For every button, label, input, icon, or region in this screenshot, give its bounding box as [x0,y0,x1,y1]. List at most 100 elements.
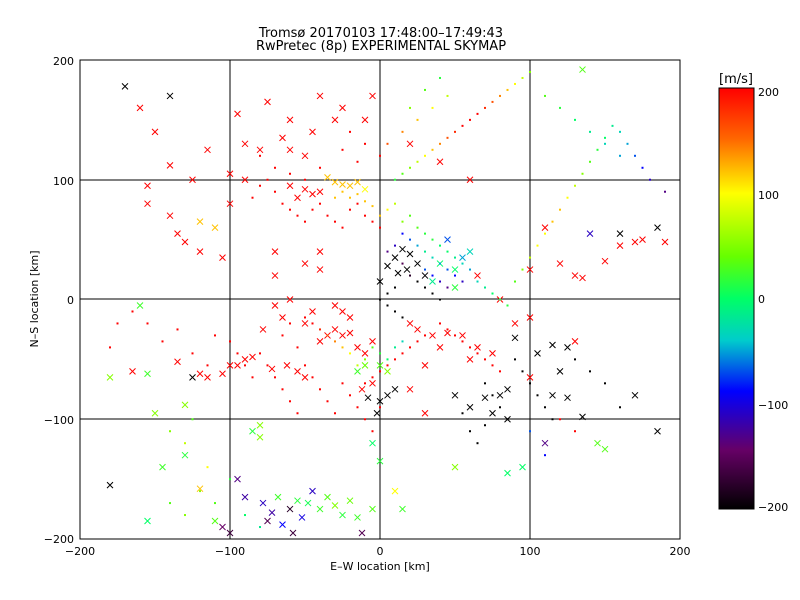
scatter-x-marker [399,505,406,513]
scatter-x-marker [616,242,624,249]
scatter-dot-marker [191,418,194,421]
scatter-dot-marker [581,172,584,175]
scatter-dot-marker [634,154,636,157]
scatter-x-marker [474,272,481,279]
scatter-x-marker [264,517,271,525]
scatter-dot-marker [259,352,261,355]
scatter-x-marker [399,245,406,253]
scatter-x-marker [511,320,519,327]
scatter-dot-marker [424,334,426,337]
scatter-dot-marker [409,166,411,169]
scatter-x-marker [369,439,376,447]
scatter-dot-marker [394,310,396,313]
scatter-dot-marker [506,418,509,421]
scatter-dot-marker [454,274,456,277]
scatter-dot-marker [311,208,314,211]
scatter-dot-marker [379,352,381,355]
scatter-x-marker [324,493,331,501]
scatter-dot-marker [364,418,366,421]
scatter-x-marker [601,257,609,265]
scatter-x-marker [189,373,196,381]
scatter-x-marker [346,314,354,321]
scatter-x-marker [354,178,361,186]
scatter-x-marker [586,230,594,237]
scatter-x-marker [301,320,309,327]
scatter-x-marker [196,248,204,255]
scatter-dot-marker [281,202,284,205]
scatter-dot-marker [371,376,374,379]
scatter-x-marker [354,344,361,351]
scatter-dot-marker [334,220,336,223]
scatter-x-marker [481,394,489,402]
scatter-x-marker [466,356,474,363]
scatter-x-marker [526,314,534,321]
scatter-dot-marker [274,166,276,169]
scatter-dot-marker [206,466,209,469]
scatter-x-marker [376,397,384,405]
scatter-dot-marker [191,352,194,355]
scatter-x-marker [309,308,316,315]
scatter-dot-marker [619,154,621,157]
scatter-dot-marker [379,370,381,373]
scatter-dot-marker [536,394,539,397]
scatter-x-marker [369,379,376,387]
scatter-dot-marker [506,304,509,307]
scatter-x-marker [504,469,511,477]
scatter-dot-marker [431,292,434,295]
scatter-x-marker [234,110,241,118]
scatter-x-marker [339,181,346,188]
scatter-dot-marker [296,346,299,349]
scatter-x-marker [181,401,189,409]
scatter-dot-marker [386,142,389,145]
scatter-x-marker [249,427,256,435]
scatter-x-marker [274,493,282,501]
scatter-dot-marker [326,334,329,337]
scatter-x-marker [151,128,159,136]
scatter-dot-marker [604,136,606,139]
scatter-dot-marker [311,376,314,379]
scatter-dot-marker [431,148,434,151]
scatter-dot-marker [574,358,576,361]
scatter-dot-marker [206,364,209,367]
scatter-x-marker [414,326,421,333]
scatter-x-marker [451,391,459,399]
scatter-x-marker [556,367,564,375]
chart-subtitle: RwPretec (8p) EXPERIMENTAL SKYMAP [256,39,506,54]
scatter-x-marker [358,385,366,393]
scatter-x-marker [459,254,466,261]
scatter-x-marker [631,238,639,246]
scatter-dot-marker [259,154,261,157]
scatter-x-marker [391,385,399,393]
scatter-x-marker [436,344,444,351]
scatter-dot-marker [341,382,344,385]
scatter-dot-marker [401,232,404,235]
scatter-x-marker [549,391,556,399]
scatter-dot-marker [559,208,561,211]
scatter-dot-marker [506,88,509,91]
scatter-dot-marker [394,358,396,361]
scatter-x-marker [174,230,181,237]
scatter-x-marker [639,236,646,243]
scatter-x-marker [256,146,264,154]
scatter-dot-marker [401,262,404,265]
scatter-x-marker [391,487,399,495]
scatter-dot-marker [589,370,591,373]
colorbar-tick-label: 0 [758,293,765,306]
scatter-x-marker [331,326,339,333]
scatter-dot-marker [386,304,389,307]
scatter-dot-marker [394,286,396,289]
scatter-dot-marker [394,346,396,349]
scatter-x-marker [294,194,301,202]
scatter-dot-marker [184,514,186,517]
colorbar-tick-label: 200 [758,86,779,99]
scatter-dot-marker [379,214,381,217]
scatter-dot-marker [386,250,389,253]
scatter-dot-marker [566,196,569,199]
scatter-dot-marker [341,226,344,229]
scatter-x-marker [241,356,249,363]
scatter-x-marker [444,329,451,337]
scatter-x-marker [373,409,381,417]
scatter-x-marker [159,463,166,471]
scatter-dot-marker [424,232,426,235]
scatter-dot-marker [401,352,404,355]
